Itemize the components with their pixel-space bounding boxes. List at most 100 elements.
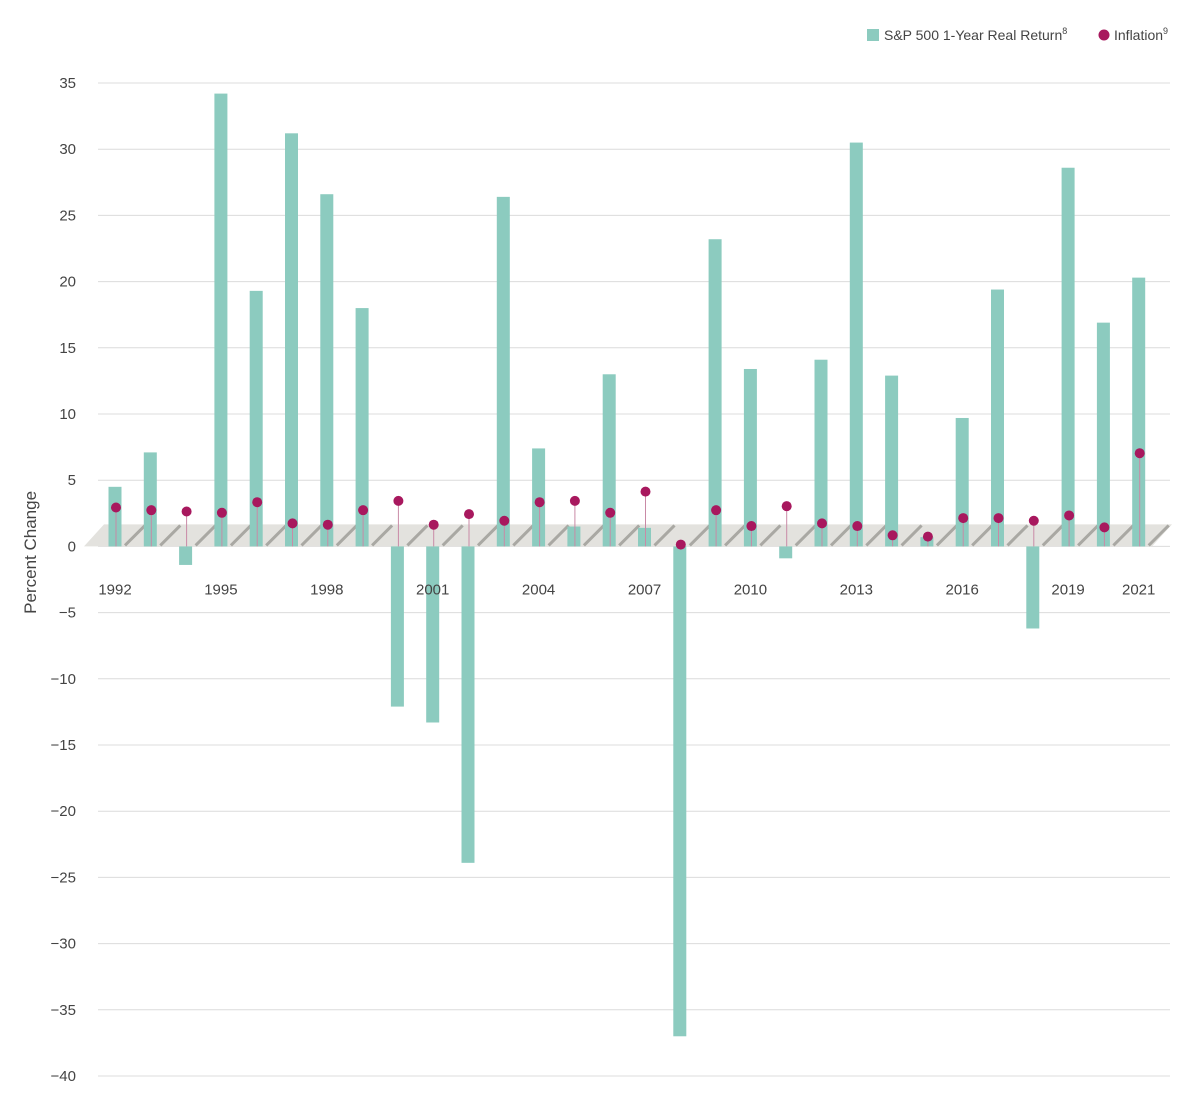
return-bar <box>285 133 298 547</box>
inflation-dot <box>534 497 545 508</box>
return-bar <box>779 546 793 559</box>
inflation-dot <box>358 505 369 516</box>
return-bar <box>108 486 122 547</box>
platform-hatch <box>300 524 323 547</box>
platform-hatch <box>512 524 535 547</box>
return-bar <box>320 194 334 547</box>
return-bar <box>708 239 722 547</box>
inflation-dot <box>887 530 898 541</box>
inflation-dot <box>711 505 722 516</box>
x-tick-label: 2019 <box>1051 581 1084 598</box>
return-bar <box>638 527 651 547</box>
y-tick-label: −20 <box>51 803 76 820</box>
return-bar <box>991 289 1004 547</box>
return-bar <box>849 142 863 547</box>
x-tick-label: 2013 <box>840 581 873 598</box>
y-tick-label: 35 <box>59 75 76 92</box>
return-bars <box>108 93 1146 1037</box>
return-bar <box>920 537 934 547</box>
legend-label-returns: S&P 500 1-Year Real Return8 <box>884 26 1067 43</box>
return-bar <box>390 546 404 707</box>
return-bar <box>743 368 757 547</box>
x-tick-label: 1995 <box>204 581 237 598</box>
return-bar <box>179 546 193 565</box>
inflation-dot <box>428 519 439 530</box>
inflation-dot <box>499 515 510 526</box>
platform-hatch <box>935 524 958 547</box>
return-bar <box>1026 546 1040 629</box>
platform-hatch <box>653 524 676 547</box>
y-tick-label: −40 <box>51 1068 76 1085</box>
y-tick-label: 5 <box>68 472 76 489</box>
return-bar <box>143 452 157 547</box>
inflation-dots <box>111 448 1145 550</box>
platform-hatch <box>1006 524 1029 547</box>
inflation-dot <box>181 506 192 517</box>
return-bar <box>461 546 475 863</box>
inflation-dot <box>746 521 757 532</box>
y-tick-label: −10 <box>51 671 76 688</box>
inflation-dot <box>287 518 298 529</box>
y-tick-label: −15 <box>51 737 76 754</box>
inflation-dot <box>675 539 686 550</box>
inflation-dot <box>1099 522 1110 533</box>
x-tick-label: 2010 <box>734 581 767 598</box>
x-axis-ticks: 1992 1995 1998 2001 2004 2007 2010 2013 2016 2019… <box>98 581 1155 598</box>
return-bar <box>885 375 899 547</box>
legend-item-returns: S&P 500 1-Year Real Return8 <box>867 26 1067 43</box>
inflation-dot <box>640 486 651 497</box>
platform-hatch <box>688 524 711 547</box>
y-axis-title: Percent Change <box>21 491 40 614</box>
platform-hatch <box>618 524 641 547</box>
inflation-dot <box>569 495 580 506</box>
platform-hatch <box>971 524 994 547</box>
inflation-dot <box>216 507 227 518</box>
platform-hatch <box>829 524 853 547</box>
y-tick-label: −30 <box>51 936 76 953</box>
return-bar <box>1096 322 1110 547</box>
y-tick-label: 20 <box>59 274 76 291</box>
platform-hatch <box>582 524 605 547</box>
legend-item-inflation: Inflation9 <box>1098 26 1168 43</box>
legend-swatch-inflation <box>1098 29 1110 41</box>
return-bar <box>1061 167 1075 547</box>
legend-label-inflation: Inflation9 <box>1114 26 1168 43</box>
inflation-dot <box>464 509 474 520</box>
inflation-dot <box>252 497 263 508</box>
y-tick-label: 30 <box>59 141 76 158</box>
legend-swatch-returns <box>867 29 879 41</box>
y-tick-label: −5 <box>59 605 76 622</box>
return-bar <box>355 308 369 547</box>
x-tick-label: 2001 <box>416 581 449 598</box>
y-axis-ticks: −40 −35 −30 −25 −20 −15 −10 −5 0 5 10 15 20 25 30 35 <box>51 75 76 1085</box>
return-bar <box>602 374 616 547</box>
platform-hatch <box>159 524 182 547</box>
platform-hatch <box>759 524 782 547</box>
return-bar <box>673 546 687 1037</box>
platform-hatch <box>794 524 817 547</box>
inflation-dot <box>817 518 827 529</box>
platform-hatch <box>194 524 217 547</box>
platform-hatch <box>547 524 570 547</box>
platform-hatch <box>476 524 500 547</box>
inflation-dot <box>146 505 157 516</box>
x-tick-label: 2004 <box>522 581 555 598</box>
x-tick-label: 2016 <box>946 581 979 598</box>
inflation-dot <box>993 513 1004 524</box>
inflation-dot <box>1134 448 1145 459</box>
x-tick-label: 1998 <box>310 581 343 598</box>
return-bar <box>426 546 440 723</box>
return-bar <box>249 290 263 547</box>
y-tick-label: 25 <box>59 207 76 224</box>
y-tick-label: −25 <box>51 869 76 886</box>
platform-hatch <box>406 524 429 547</box>
y-tick-label: 0 <box>68 538 76 555</box>
platform-hatch <box>1041 524 1064 547</box>
platform-hatching <box>123 524 1170 547</box>
return-bar <box>814 359 828 547</box>
y-tick-label: 15 <box>59 340 76 357</box>
platform-hatch <box>1077 524 1100 547</box>
platform-hatch <box>229 524 252 547</box>
gridlines <box>98 82 1170 1077</box>
